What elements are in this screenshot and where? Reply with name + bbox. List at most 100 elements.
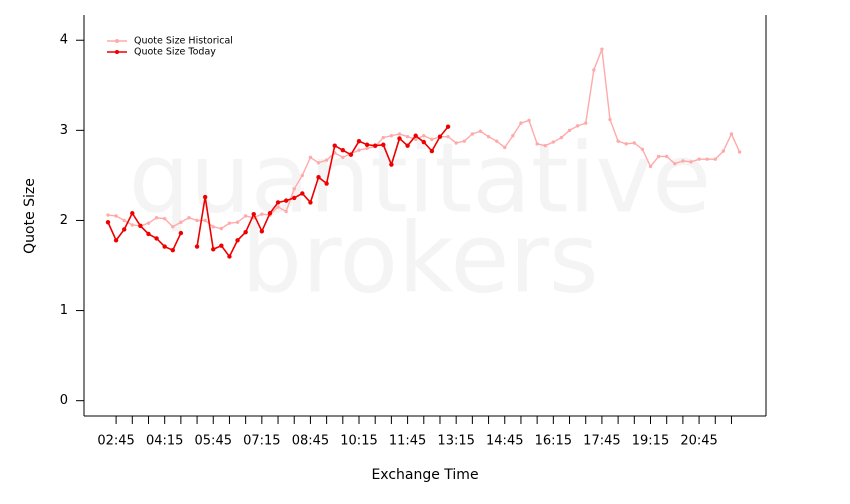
data-point [316, 175, 321, 180]
data-point [429, 148, 435, 154]
data-point [373, 143, 378, 148]
data-point [445, 124, 451, 129]
data-point [203, 218, 207, 223]
data-point [389, 134, 394, 138]
x-tick-label: 10:15 [340, 434, 377, 449]
data-point [171, 225, 175, 229]
data-point [146, 231, 151, 237]
data-point [348, 152, 354, 157]
data-point [511, 134, 515, 138]
data-point [260, 212, 264, 216]
data-point [559, 135, 564, 140]
data-point [130, 223, 134, 227]
y-axis-label: Quote Size [22, 178, 38, 254]
data-point [154, 216, 159, 220]
watermark-text: brokers [241, 202, 599, 314]
data-point [689, 160, 693, 164]
data-point [154, 236, 159, 241]
data-point [300, 191, 305, 196]
data-point [437, 134, 443, 139]
legend-label: Quote Size Historical [134, 36, 233, 47]
data-point [470, 132, 475, 136]
data-point [413, 137, 418, 142]
data-point [608, 117, 612, 122]
data-point [332, 143, 337, 148]
data-point [413, 133, 418, 138]
data-point [340, 147, 346, 153]
data-point [276, 205, 280, 209]
data-point [130, 211, 135, 216]
data-point [364, 142, 370, 147]
x-tick-label: 02:45 [97, 434, 134, 449]
data-point [292, 187, 296, 191]
data-point [681, 159, 685, 163]
data-point [283, 198, 289, 203]
data-point [227, 254, 232, 259]
data-point [275, 200, 281, 205]
x-tick-label: 14:45 [486, 434, 523, 449]
data-point [251, 211, 256, 217]
data-point [648, 164, 653, 169]
data-point [575, 124, 580, 128]
data-point [284, 209, 288, 214]
data-point [632, 141, 637, 145]
data-point [600, 47, 604, 51]
x-tick-label: 20:45 [680, 434, 717, 449]
data-point [430, 137, 434, 142]
x-tick-label: 04:15 [146, 434, 183, 449]
data-point [697, 157, 701, 161]
data-point [405, 143, 410, 148]
x-tick-label: 07:15 [243, 434, 280, 449]
data-point [194, 244, 200, 249]
watermark: quantitative brokers [129, 122, 711, 314]
data-point [422, 134, 426, 138]
x-tick-label: 11:45 [389, 434, 426, 449]
data-point [616, 139, 620, 143]
data-point [179, 220, 183, 224]
data-point [122, 218, 126, 223]
data-point [721, 149, 726, 153]
y-tick-label: 2 [60, 213, 68, 228]
data-point [267, 211, 273, 216]
data-point [584, 121, 588, 125]
data-point [324, 181, 329, 186]
data-point [535, 142, 539, 146]
data-point [527, 118, 531, 123]
y-tick-label: 4 [60, 33, 68, 48]
data-point [592, 68, 596, 72]
data-point [170, 247, 175, 253]
data-point [713, 157, 717, 161]
data-point [146, 221, 151, 225]
data-point [162, 216, 167, 221]
data-point [389, 162, 394, 167]
x-tick-label: 17:45 [583, 434, 620, 449]
data-point [454, 141, 458, 145]
data-point [105, 220, 111, 225]
data-point [211, 225, 215, 229]
data-point [673, 161, 677, 166]
data-point [543, 143, 547, 148]
data-point [397, 132, 402, 136]
legend-swatch [115, 39, 119, 43]
data-point [381, 142, 386, 147]
data-point [187, 216, 191, 220]
data-point [121, 227, 127, 232]
data-point [656, 154, 661, 159]
data-point [365, 146, 369, 151]
data-point [446, 134, 450, 139]
data-point [381, 135, 385, 140]
data-point [243, 229, 248, 235]
data-point [211, 247, 216, 252]
data-point [292, 195, 297, 201]
y-tick-label: 3 [60, 123, 68, 138]
data-point [729, 132, 734, 136]
data-point [316, 161, 321, 165]
data-point [114, 214, 118, 218]
data-point [462, 139, 466, 143]
x-tick-label: 19:15 [632, 434, 669, 449]
data-point [195, 218, 199, 223]
y-tick-label: 1 [60, 303, 68, 318]
watermark-text: quantitative [129, 122, 711, 234]
y-tick-label: 0 [60, 393, 68, 408]
